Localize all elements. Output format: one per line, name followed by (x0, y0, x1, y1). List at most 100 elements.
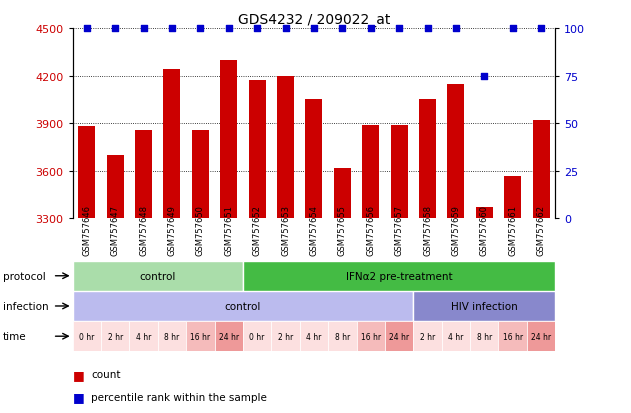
Text: 24 hr: 24 hr (531, 332, 551, 341)
Text: 16 hr: 16 hr (503, 332, 522, 341)
Point (536, 26, 546, 32)
Bar (305, 100, 322, 219)
Text: GSM757648: GSM757648 (139, 205, 148, 256)
Bar (385, 321, 413, 351)
Text: ■: ■ (73, 390, 85, 404)
Text: 0 hr: 0 hr (79, 332, 95, 341)
Text: percentile rank within the sample: percentile rank within the sample (91, 392, 268, 402)
Text: IFNα2 pre-treatment: IFNα2 pre-treatment (346, 271, 452, 281)
Point (337, 26, 347, 32)
Point (252, 26, 262, 32)
Bar (504, 176, 521, 219)
Text: GSM757651: GSM757651 (224, 205, 233, 256)
Point (139, 26, 149, 32)
Text: count: count (91, 369, 121, 379)
Bar (192, 130, 209, 219)
Text: HIV infection: HIV infection (451, 301, 517, 311)
Point (82, 26, 92, 32)
Text: 0 hr: 0 hr (249, 332, 265, 341)
Text: GSM757655: GSM757655 (338, 205, 347, 256)
Bar (163, 70, 180, 219)
Bar (527, 321, 555, 351)
Bar (271, 321, 300, 351)
Text: GSM757658: GSM757658 (423, 205, 432, 256)
Bar (498, 321, 527, 351)
Bar (476, 208, 493, 219)
Point (451, 26, 461, 32)
Bar (328, 321, 357, 351)
Text: 4 hr: 4 hr (306, 332, 322, 341)
Bar (101, 321, 129, 351)
Point (110, 26, 120, 32)
Text: time: time (3, 331, 27, 342)
Text: 2 hr: 2 hr (420, 332, 435, 341)
Bar (107, 156, 124, 219)
Point (309, 26, 319, 32)
Text: control: control (225, 301, 261, 311)
Text: 8 hr: 8 hr (164, 332, 180, 341)
Point (394, 26, 404, 32)
Bar (220, 61, 237, 219)
Bar (129, 321, 158, 351)
Bar (442, 321, 470, 351)
Point (423, 26, 433, 32)
Text: 2 hr: 2 hr (107, 332, 123, 341)
Bar (215, 321, 243, 351)
Point (507, 26, 517, 32)
Bar (243, 321, 271, 351)
Text: 4 hr: 4 hr (136, 332, 151, 341)
Bar (78, 127, 95, 219)
Text: GSM757650: GSM757650 (196, 205, 205, 256)
Bar (362, 126, 379, 219)
Title: GDS4232 / 209022_at: GDS4232 / 209022_at (238, 12, 390, 26)
Point (196, 26, 206, 32)
Text: GSM757649: GSM757649 (167, 205, 177, 256)
Text: control: control (139, 271, 176, 281)
Text: GSM757660: GSM757660 (480, 205, 489, 256)
Text: protocol: protocol (3, 271, 46, 281)
Bar (419, 100, 436, 219)
Text: GSM757647: GSM757647 (110, 205, 120, 256)
Bar (413, 291, 555, 321)
Text: GSM757661: GSM757661 (508, 205, 517, 256)
Text: GSM757662: GSM757662 (536, 205, 546, 256)
Bar (277, 76, 294, 219)
Text: GSM757646: GSM757646 (82, 205, 91, 256)
Text: GSM757656: GSM757656 (366, 205, 375, 256)
Point (167, 26, 177, 32)
Text: 16 hr: 16 hr (191, 332, 210, 341)
Point (280, 26, 290, 32)
Text: GSM757654: GSM757654 (309, 205, 319, 256)
Text: ■: ■ (73, 368, 85, 381)
Bar (158, 321, 186, 351)
Text: GSM757657: GSM757657 (394, 205, 404, 256)
Text: GSM757659: GSM757659 (451, 205, 461, 256)
Text: 8 hr: 8 hr (476, 332, 492, 341)
Bar (249, 81, 266, 219)
Point (224, 26, 234, 32)
Bar (73, 321, 101, 351)
Point (366, 26, 376, 32)
Bar (357, 321, 385, 351)
Bar (447, 84, 464, 219)
Bar (186, 321, 215, 351)
Bar (334, 168, 351, 219)
Text: GSM757653: GSM757653 (281, 205, 290, 256)
Bar (391, 126, 408, 219)
Text: 8 hr: 8 hr (334, 332, 350, 341)
Point (480, 73, 490, 80)
Text: 24 hr: 24 hr (219, 332, 239, 341)
Text: infection: infection (3, 301, 49, 311)
Text: 16 hr: 16 hr (361, 332, 380, 341)
Bar (300, 321, 328, 351)
Bar (470, 321, 498, 351)
Text: 2 hr: 2 hr (278, 332, 293, 341)
Bar (533, 121, 550, 219)
Text: 24 hr: 24 hr (389, 332, 409, 341)
Bar (73, 261, 243, 291)
Bar (73, 291, 413, 321)
Bar (135, 130, 152, 219)
Bar (413, 321, 442, 351)
Text: GSM757652: GSM757652 (252, 205, 262, 256)
Bar (243, 261, 555, 291)
